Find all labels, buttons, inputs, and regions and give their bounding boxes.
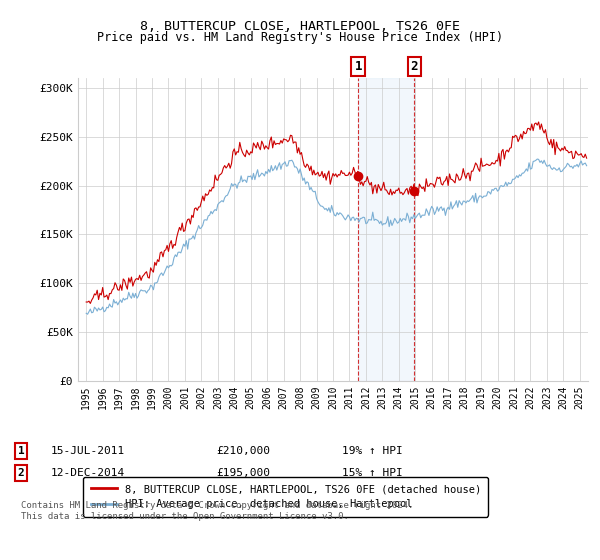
- Text: 2: 2: [17, 468, 25, 478]
- Text: 1: 1: [17, 446, 25, 456]
- Text: Price paid vs. HM Land Registry's House Price Index (HPI): Price paid vs. HM Land Registry's House …: [97, 31, 503, 44]
- Text: 2: 2: [410, 60, 418, 73]
- Text: 1: 1: [355, 60, 362, 73]
- Text: 8, BUTTERCUP CLOSE, HARTLEPOOL, TS26 0FE: 8, BUTTERCUP CLOSE, HARTLEPOOL, TS26 0FE: [140, 20, 460, 32]
- Text: 19% ↑ HPI: 19% ↑ HPI: [342, 446, 403, 456]
- Legend: 8, BUTTERCUP CLOSE, HARTLEPOOL, TS26 0FE (detached house), HPI: Average price, d: 8, BUTTERCUP CLOSE, HARTLEPOOL, TS26 0FE…: [83, 477, 488, 516]
- Text: £195,000: £195,000: [216, 468, 270, 478]
- Text: 15% ↑ HPI: 15% ↑ HPI: [342, 468, 403, 478]
- Text: 12-DEC-2014: 12-DEC-2014: [51, 468, 125, 478]
- Text: Contains HM Land Registry data © Crown copyright and database right 2024.
This d: Contains HM Land Registry data © Crown c…: [21, 501, 413, 521]
- Text: 15-JUL-2011: 15-JUL-2011: [51, 446, 125, 456]
- Text: £210,000: £210,000: [216, 446, 270, 456]
- Bar: [358, 78, 415, 381]
